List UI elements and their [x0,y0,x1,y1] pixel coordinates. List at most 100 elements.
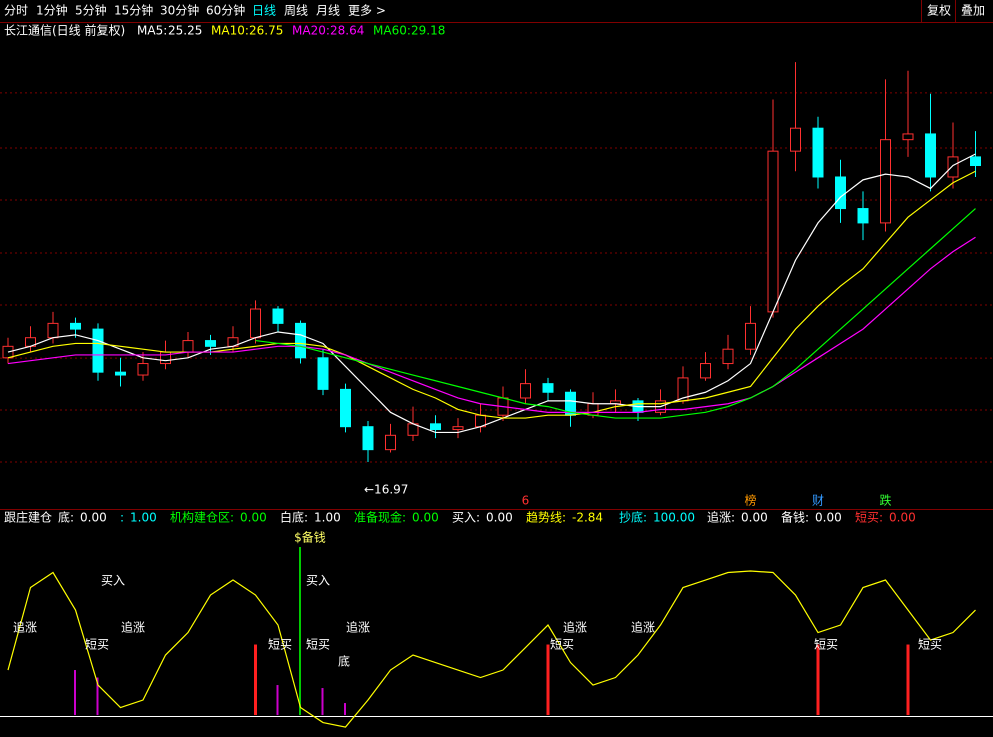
candle-body [205,340,216,347]
legend-label: MA60: [373,24,411,38]
indicator-label: 白底: [280,510,308,525]
legend-value: 29.18 [411,24,445,38]
candle-body [857,208,869,224]
signal-label: 短买 [918,638,942,652]
indicator-value: 0.00 [741,511,768,525]
signal-label: 追涨 [13,620,37,635]
indicator-label: 追涨: [707,510,735,525]
indicator-value: 1.00 [314,511,341,525]
indicator-bar [96,677,99,716]
tab[interactable]: 分时 [4,4,28,18]
event-tag: 榜 [744,493,756,508]
indicator-label: 机构建仓区: [170,510,234,525]
signal-label: 买入 [306,574,330,588]
signal-label: 短买 [85,638,109,652]
legend-value: 28.64 [330,24,364,38]
indicator-value: 0.00 [815,511,842,525]
tab[interactable]: 60分钟 [206,3,245,18]
legend-label: MA10: [211,24,249,38]
tab[interactable]: 1分钟 [36,3,68,18]
indicator-label: 底: [58,510,74,525]
signal-label: 追涨 [631,620,655,635]
candle-body [70,322,81,330]
ma-line [255,208,976,419]
ma-line [7,170,976,419]
toolbar-button[interactable]: 叠加 [961,4,985,18]
trend-line [7,570,976,728]
candle-body [587,403,599,416]
candle-body [812,127,824,178]
candle-body [182,340,194,353]
signal-label: 买入 [101,574,125,588]
indicator-label: 准备现金: [354,510,406,525]
event-tag: 6 [522,494,530,508]
candle-body [272,308,284,324]
signal-label: 短买 [550,638,574,652]
indicator-label: 抄底: [619,510,647,525]
event-tag: 财 [812,494,824,508]
candle-body [520,383,531,399]
tab[interactable]: 30分钟 [160,3,199,18]
indicator-label: 备钱: [781,510,809,525]
tab[interactable]: 15分钟 [114,3,153,18]
legend-label: MA5: [137,24,167,38]
candle-body [880,139,891,224]
candle-body [250,308,261,339]
candle-body [362,426,374,451]
indicator-value: 0.00 [889,511,916,525]
indicator-value: 100.00 [653,511,695,525]
indicator-bar [254,644,257,716]
tab[interactable]: 更多 > [348,4,386,18]
toolbar-button[interactable]: 复权 [927,4,951,18]
legend-label: MA20: [292,24,330,38]
indicator-bar [906,644,910,716]
candle-body [790,127,801,152]
candle-body [92,328,104,373]
signal-label: 短买 [306,638,330,652]
indicator-value: 0.00 [412,511,439,525]
event-tag: 跌 [879,493,891,508]
candle-body [160,351,171,365]
tab[interactable]: 月线 [316,4,340,18]
candle-body [340,388,351,428]
signal-label: 追涨 [346,620,370,635]
candle-body [925,133,936,178]
candle-body [722,348,734,365]
indicator-title: 跟庄建仓 [4,510,52,525]
indicator-value: 0.00 [486,511,513,525]
candle-body [767,150,779,313]
candle-body [542,383,554,393]
indicator-label: 趋势线: [526,511,566,525]
candle-body [835,176,846,210]
tab[interactable]: 5分钟 [75,3,107,18]
signal-label: 追涨 [121,620,145,635]
candle-body [115,371,126,376]
indicator-bar [276,685,279,716]
signal-label: $备钱 [294,530,326,545]
indicator-label: : [120,511,124,525]
legend-value: 25.25 [168,24,202,38]
tab[interactable]: 日线 [252,4,276,18]
legend-value: 26.75 [249,24,283,38]
candle-body [700,363,711,379]
candle-body [970,156,981,167]
signal-label: 追涨 [563,620,587,635]
tab[interactable]: 周线 [284,4,308,18]
candle-body [385,434,396,451]
candle-body [452,426,464,431]
candle-body [295,322,306,359]
ma-line [7,153,976,434]
ma-line [7,236,976,413]
candle-body [47,322,59,339]
signal-label: 底 [338,654,350,669]
indicator-bar [816,644,820,716]
candle-body [137,363,149,376]
indicator-label: 买入: [452,511,480,525]
indicator-bar [74,670,76,716]
indicator-value: 0.00 [240,511,267,525]
indicator-bar [299,547,301,716]
candle-body [430,423,441,431]
price-title: 长江通信(日线 前复权) [4,23,125,38]
